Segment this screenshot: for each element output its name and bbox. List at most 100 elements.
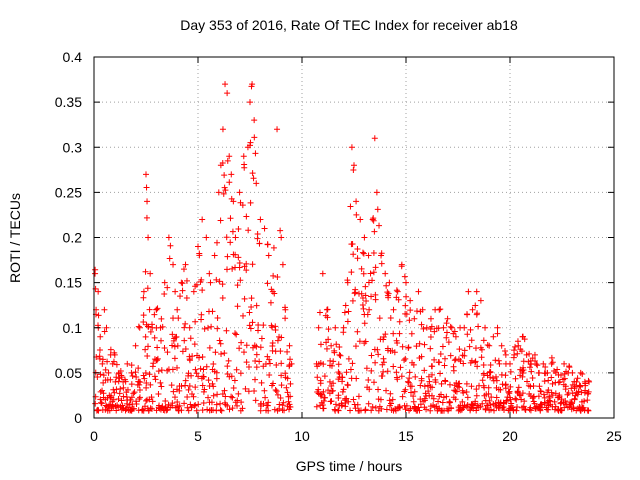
- data-point-sample: [371, 228, 378, 235]
- data-point: [577, 369, 584, 376]
- data-point-sample: [270, 272, 277, 279]
- data-point-sample: [128, 381, 135, 388]
- data-point: [145, 234, 152, 241]
- data-point-sample: [158, 367, 165, 374]
- data-point-sample: [454, 383, 461, 390]
- data-point-sample: [450, 394, 457, 401]
- data-point: [586, 378, 593, 385]
- data-point-sample: [459, 398, 466, 405]
- data-point-sample: [563, 368, 570, 375]
- data-point-sample: [247, 139, 254, 146]
- data-point-sample: [151, 373, 158, 380]
- data-point-sample: [368, 352, 375, 359]
- data-point-sample: [225, 357, 232, 364]
- data-point-sample: [235, 390, 242, 397]
- data-point-sample: [112, 378, 119, 385]
- data-point-sample: [441, 355, 448, 362]
- data-point-sample: [576, 382, 583, 389]
- data-point-sample: [473, 392, 480, 399]
- data-point-sample: [161, 345, 168, 352]
- data-point-sample: [146, 371, 153, 378]
- data-point-sample: [248, 303, 255, 310]
- data-point-sample: [489, 375, 496, 382]
- data-point-sample: [269, 324, 276, 331]
- data-point-sample: [410, 393, 417, 400]
- data-point: [315, 324, 322, 331]
- data-point: [386, 279, 393, 286]
- data-point-sample: [567, 401, 574, 408]
- data-point-sample: [95, 407, 102, 414]
- data-point-sample: [519, 390, 526, 397]
- data-point-sample: [173, 333, 180, 340]
- data-point: [261, 225, 268, 232]
- data-point-sample: [214, 391, 221, 398]
- data-point-sample: [254, 230, 261, 237]
- data-point-sample: [413, 308, 420, 315]
- data-point-sample: [113, 407, 120, 414]
- data-point-sample: [157, 379, 164, 386]
- data-point-sample: [236, 260, 243, 267]
- y-axis-title: ROTI / TECUs: [7, 193, 23, 283]
- data-point-sample: [380, 333, 387, 340]
- data-point-sample: [349, 240, 356, 247]
- data-point-sample: [516, 391, 523, 398]
- data-point: [128, 369, 135, 376]
- data-point-sample: [484, 342, 491, 349]
- data-point-sample: [355, 393, 362, 400]
- data-point-sample: [474, 363, 481, 370]
- data-point-sample: [284, 348, 291, 355]
- data-point-sample: [537, 404, 544, 411]
- data-point-sample: [245, 363, 252, 370]
- data-point: [195, 243, 201, 250]
- data-point-sample: [277, 394, 284, 401]
- data-point-sample: [287, 380, 294, 387]
- data-point-sample: [366, 386, 373, 393]
- data-point-sample: [168, 382, 175, 389]
- data-point-sample: [459, 387, 466, 394]
- axis-ticks: [93, 56, 615, 419]
- data-point-sample: [264, 402, 271, 409]
- data-point: [105, 369, 112, 376]
- data-point-sample: [528, 361, 535, 368]
- data-point-sample: [368, 407, 375, 414]
- data-point-sample: [248, 83, 255, 90]
- data-point-sample: [142, 346, 149, 353]
- data-point-sample: [387, 314, 394, 321]
- data-point: [101, 306, 108, 313]
- data-point-sample: [174, 399, 181, 406]
- data-point: [178, 279, 185, 286]
- data-point-sample: [209, 308, 216, 315]
- data-point-sample: [135, 365, 142, 372]
- data-point-sample: [485, 384, 492, 391]
- data-point-sample: [197, 365, 204, 372]
- data-point-sample: [140, 294, 147, 301]
- data-point-sample: [261, 387, 268, 394]
- data-point-sample: [287, 404, 294, 411]
- x-tick-label: 15: [398, 428, 414, 444]
- data-point-sample: [468, 383, 475, 390]
- data-point-sample: [120, 384, 127, 391]
- data-point-sample: [320, 388, 327, 395]
- data-point-sample: [313, 403, 320, 410]
- data-point-sample: [431, 328, 438, 335]
- y-tick-label: 0.25: [55, 184, 82, 200]
- data-point-sample: [186, 356, 193, 363]
- data-point-sample: [403, 311, 410, 318]
- data-point-sample: [326, 378, 333, 385]
- data-point-sample: [574, 391, 581, 398]
- data-point-sample: [432, 379, 439, 386]
- data-point: [394, 288, 401, 295]
- data-point-sample: [375, 351, 382, 358]
- data-point-sample: [413, 343, 420, 350]
- data-point-sample: [374, 346, 381, 353]
- data-point-sample: [353, 211, 360, 218]
- data-point-sample: [518, 396, 525, 403]
- data-point: [556, 378, 563, 385]
- data-point-sample: [192, 283, 199, 290]
- data-point-sample: [253, 302, 260, 309]
- x-tick-labels: 0 5 10 15 20 25: [90, 428, 622, 444]
- data-point-sample: [561, 375, 568, 382]
- y-tick-label: 0: [74, 410, 82, 426]
- data-point-sample: [416, 340, 423, 347]
- data-point-sample: [104, 358, 111, 365]
